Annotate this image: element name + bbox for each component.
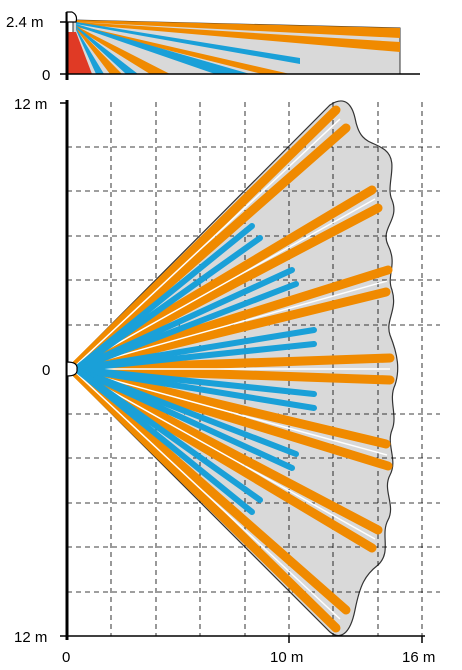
side-orange-beams <box>76 20 400 74</box>
side-height-zero-label: 0 <box>42 67 50 84</box>
top-x-end-label: 16 m <box>402 649 435 666</box>
side-creep-zone <box>67 32 92 74</box>
top-beam-separators <box>71 118 390 620</box>
side-blue-beams <box>76 22 300 74</box>
sensor-icon <box>66 361 78 377</box>
top-x-mid-label: 10 m <box>270 649 303 666</box>
side-height-top-label: 2.4 m <box>6 14 44 31</box>
grid-lines <box>67 102 440 636</box>
top-blue-beams <box>73 223 317 515</box>
top-y-center-label: 0 <box>42 362 50 379</box>
top-x-zero-label: 0 <box>62 649 70 666</box>
side-view: 2.4 m 0 <box>6 11 420 84</box>
top-y-top-label: 12 m <box>14 96 47 113</box>
top-view: 12 m 0 12 m 0 10 m 16 m <box>14 96 440 666</box>
top-y-bottom-label: 12 m <box>14 629 47 646</box>
sensor-icon <box>66 11 78 23</box>
